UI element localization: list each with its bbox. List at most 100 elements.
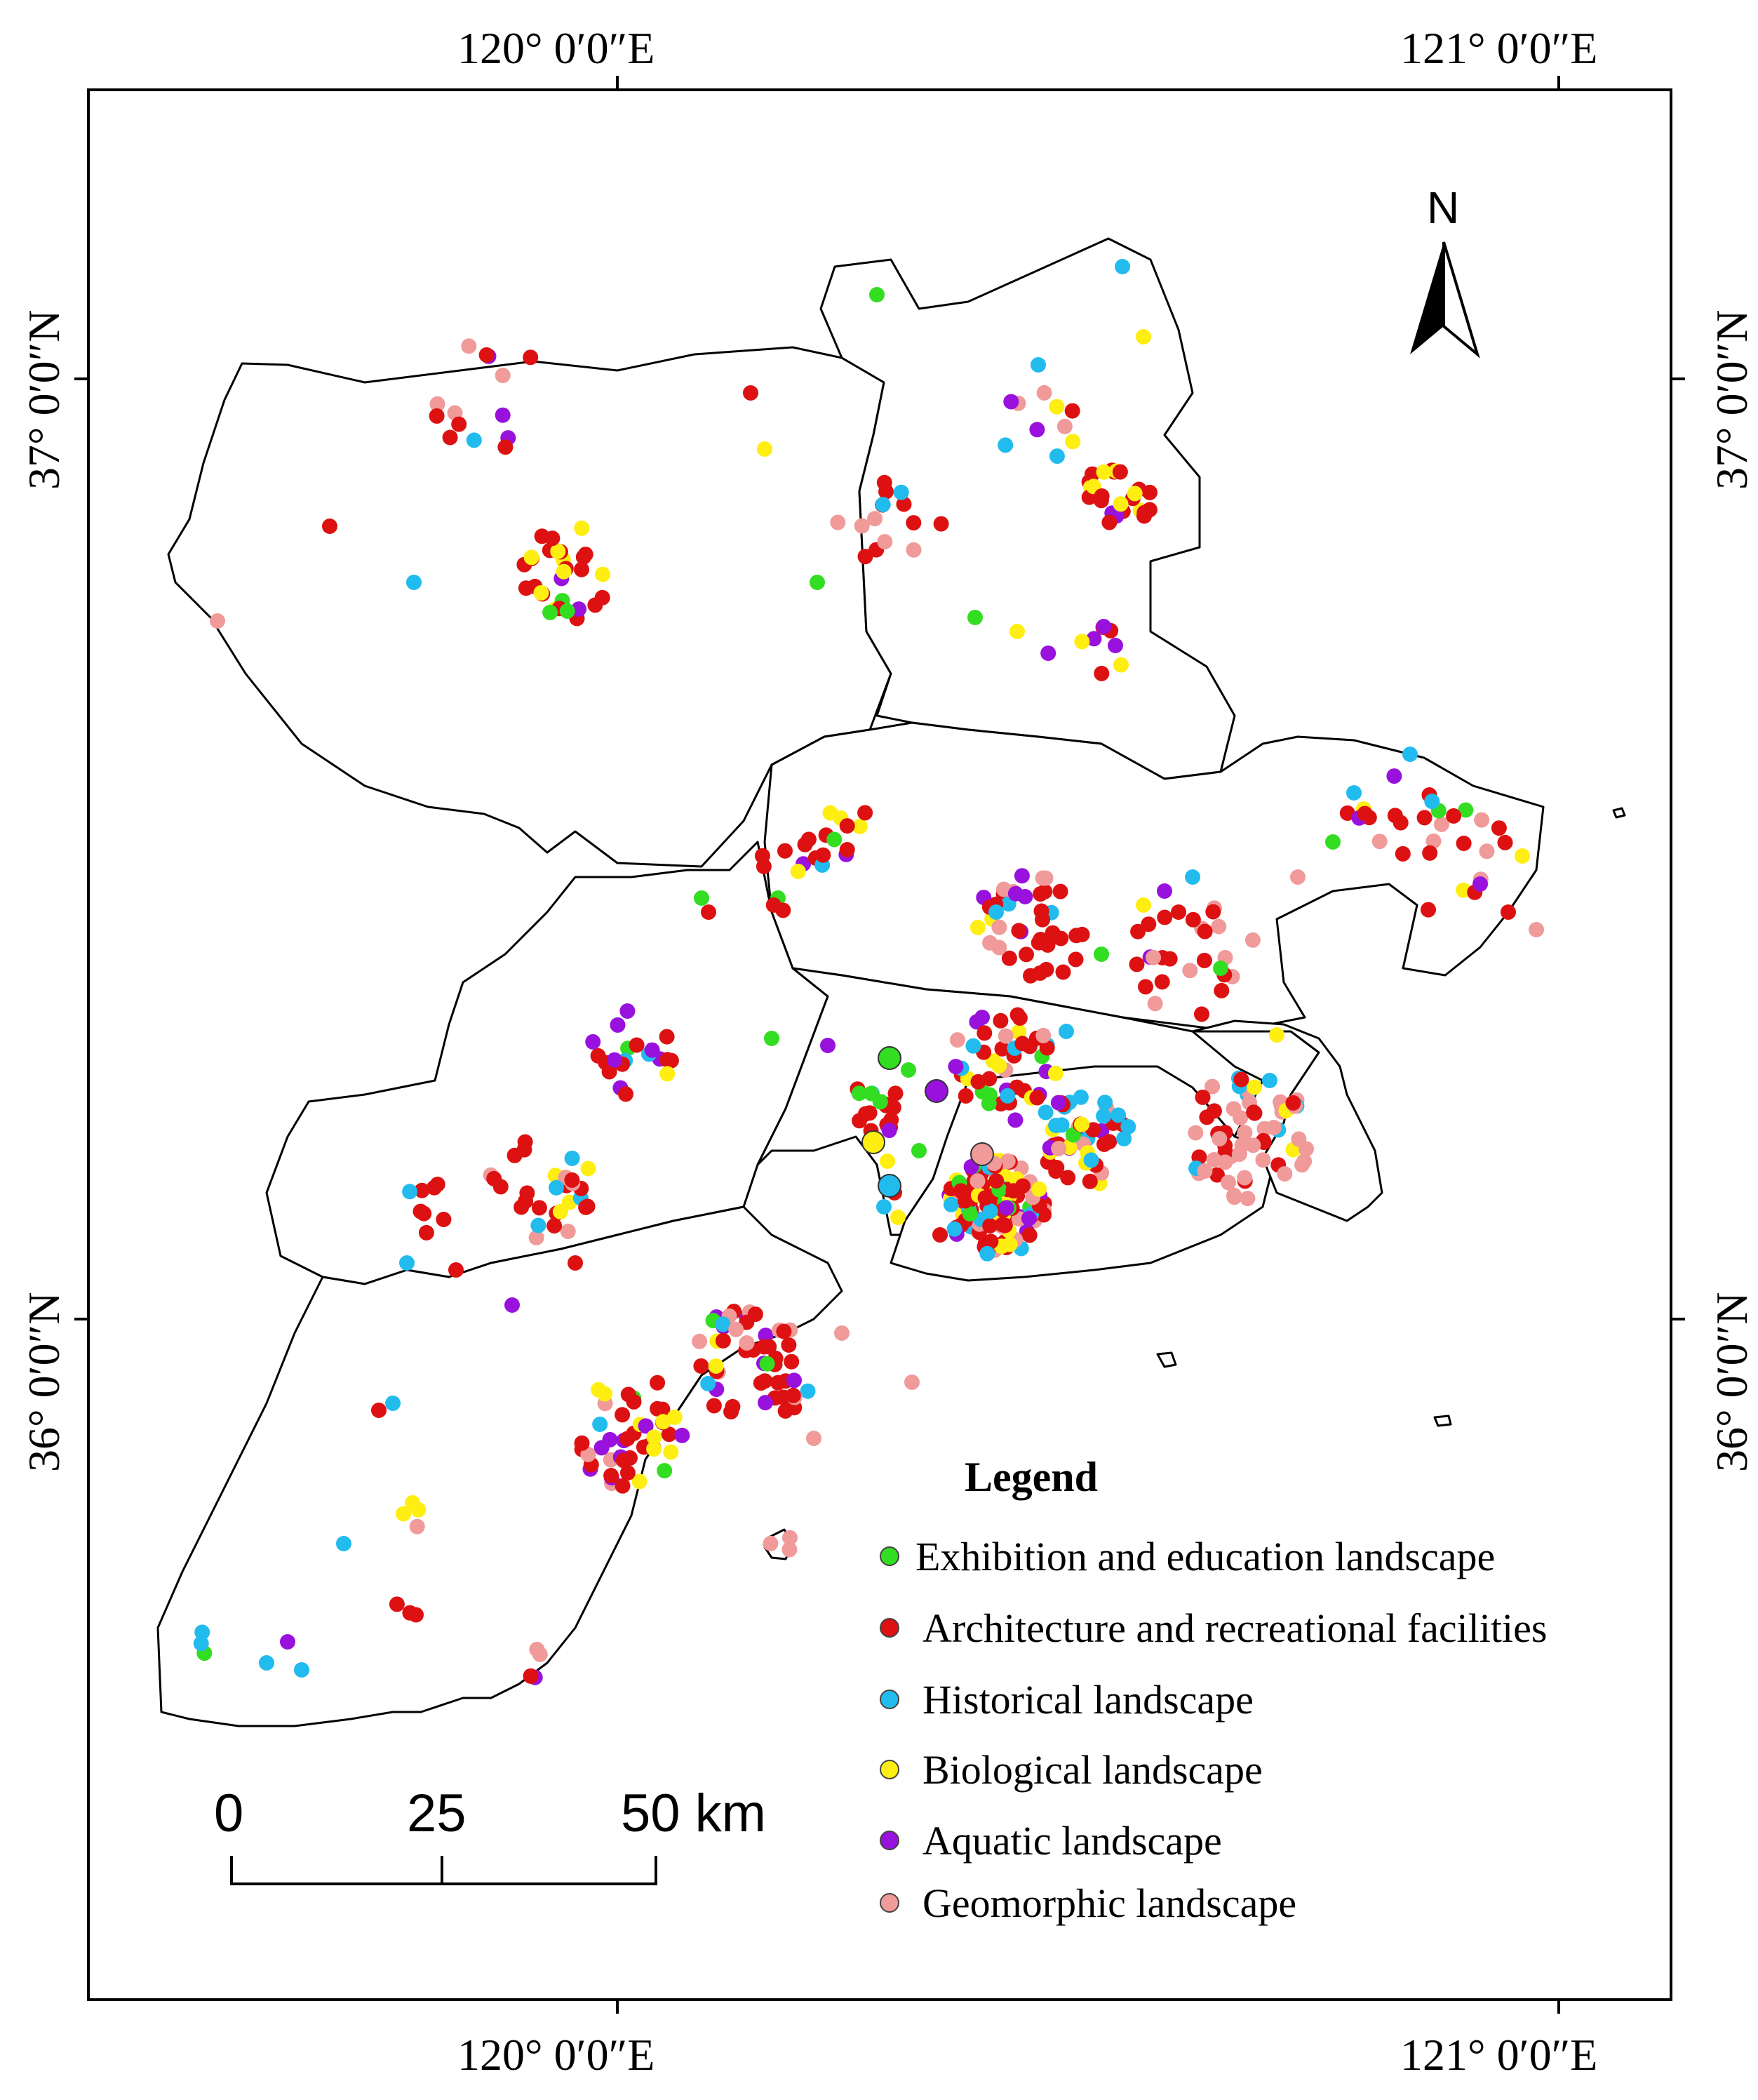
architecture-point — [1446, 808, 1462, 824]
aquatic-point — [1014, 868, 1030, 884]
architecture-point — [1421, 902, 1436, 918]
architecture-point — [1039, 1040, 1055, 1056]
biological-point — [991, 1057, 1007, 1074]
geomorphic-point — [461, 338, 477, 354]
architecture-point — [1048, 1163, 1064, 1179]
architecture-point — [577, 547, 593, 563]
legend-swatch-architecture — [880, 1618, 899, 1638]
architecture-point — [615, 1478, 631, 1494]
aquatic-point — [674, 1427, 690, 1443]
architecture-point — [777, 1403, 793, 1419]
historical-point — [1096, 1108, 1112, 1124]
legend-item-geomorphic: Geomorphic landscape — [880, 1880, 1296, 1926]
geomorphic-point — [1146, 949, 1162, 965]
legend-item-biological: Biological landscape — [880, 1747, 1263, 1793]
geomorphic-point — [877, 534, 893, 550]
architecture-point — [448, 1262, 464, 1278]
aquatic-point — [786, 1372, 802, 1389]
architecture-point — [546, 1218, 563, 1234]
architecture-point — [858, 1106, 873, 1122]
architecture-point — [878, 483, 894, 500]
architecture-point — [1501, 904, 1516, 920]
landscape-points — [193, 259, 1544, 1685]
architecture-point — [1194, 1006, 1209, 1022]
biological-point — [556, 563, 572, 580]
architecture-point — [993, 1012, 1009, 1029]
biological-point — [1074, 1116, 1089, 1132]
geomorphic-point — [969, 1173, 986, 1189]
historical-point — [979, 1245, 995, 1262]
aquatic-point — [1029, 422, 1045, 438]
architecture-point — [1422, 845, 1438, 861]
architecture-point — [1011, 923, 1027, 939]
biological-point — [757, 441, 772, 457]
historical-point — [876, 1199, 892, 1215]
biological-point — [1096, 464, 1112, 480]
architecture-point — [693, 1358, 709, 1374]
geomorphic-point — [739, 1335, 755, 1351]
architecture-point — [1339, 805, 1355, 821]
historical-point — [193, 1636, 209, 1652]
geomorphic-point — [1000, 1153, 1016, 1169]
architecture-point — [906, 515, 922, 531]
architecture-point — [603, 1468, 619, 1483]
map-frame — [87, 88, 1672, 2001]
aquatic-point — [602, 1431, 618, 1447]
geomorphic-point — [532, 1646, 548, 1662]
biological-point — [1269, 1027, 1284, 1043]
biological-point — [663, 1444, 679, 1460]
architecture-point — [414, 1182, 430, 1198]
aquatic-point — [1472, 876, 1488, 892]
architecture-point — [958, 1088, 974, 1104]
island — [1156, 1351, 1177, 1368]
geomorphic-point — [692, 1333, 708, 1349]
aquatic-point — [1096, 619, 1112, 634]
historical-point — [1262, 1073, 1277, 1088]
historical-point — [700, 1376, 716, 1391]
historical-point — [530, 1217, 546, 1233]
architecture-point — [478, 347, 495, 363]
biological-point — [655, 1414, 671, 1430]
architecture-point — [715, 1332, 731, 1349]
geomorphic-point — [560, 1224, 576, 1239]
architecture-point — [1195, 1089, 1211, 1105]
architecture-point — [839, 818, 855, 834]
architecture-point — [857, 805, 873, 821]
geomorphic-point — [1051, 1140, 1067, 1156]
architecture-point — [1162, 951, 1178, 967]
architecture-point — [579, 1198, 596, 1215]
geomorphic-point — [1234, 1137, 1250, 1153]
historical-point — [800, 1383, 816, 1399]
geomorphic-point — [782, 1530, 798, 1546]
right-label-36n: 36° 0′0″N — [1707, 1292, 1757, 1472]
architecture-point — [486, 1170, 502, 1186]
geomorphic-point — [949, 1032, 965, 1048]
aquatic-point — [1050, 1095, 1066, 1111]
aquatic-point — [1157, 883, 1172, 899]
district-laoshan — [1191, 1019, 1383, 1222]
architecture-point — [389, 1596, 405, 1612]
exhibition-point — [810, 575, 825, 590]
architecture-point — [982, 1218, 998, 1233]
architecture-point — [1247, 1105, 1263, 1121]
architecture-point — [1019, 947, 1034, 963]
architecture-point — [1085, 1122, 1101, 1138]
architecture-point — [402, 1605, 418, 1621]
biological-point — [595, 566, 611, 582]
architecture-point — [701, 904, 716, 920]
biological-point — [1011, 1024, 1027, 1040]
historical-point — [466, 432, 482, 448]
aquatic-point — [571, 601, 587, 617]
exhibition-point — [981, 1095, 997, 1111]
biological-point — [666, 1410, 683, 1425]
aquatic-point — [607, 1052, 622, 1068]
historical-point — [982, 1203, 998, 1219]
architecture-point — [761, 1339, 777, 1355]
historical-point — [336, 1536, 351, 1551]
architecture-point — [574, 561, 589, 577]
legend: Legend Exhibition and education landscap… — [880, 1454, 1547, 1926]
architecture-point — [777, 843, 793, 859]
district-southwest — [156, 1205, 843, 1727]
architecture-point — [1033, 886, 1049, 902]
exhibition-point — [1325, 834, 1341, 850]
